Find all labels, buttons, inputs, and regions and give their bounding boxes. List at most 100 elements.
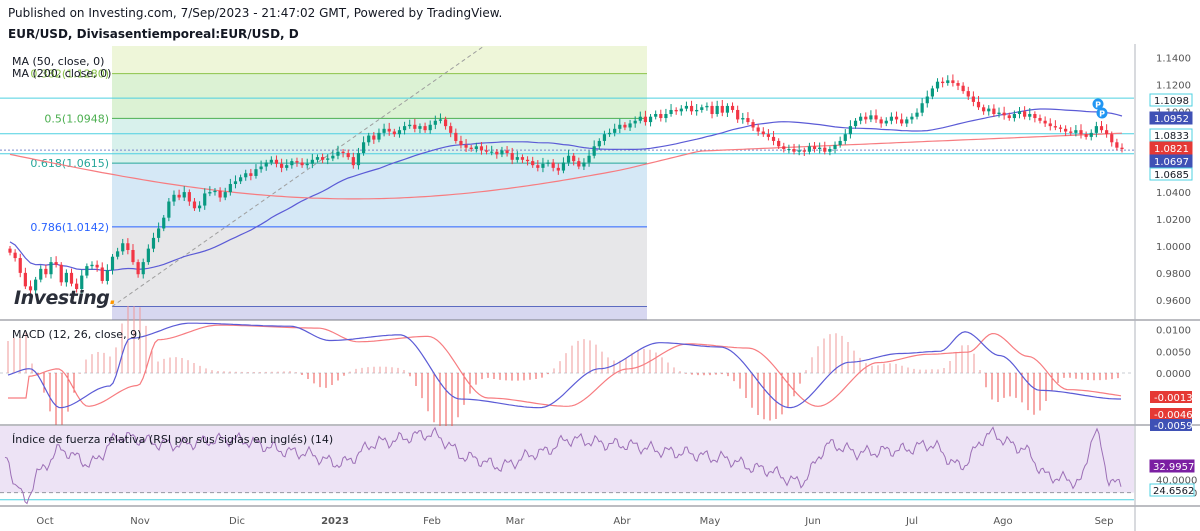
fib-level-label: 0.382(1.1280)	[30, 68, 109, 81]
candle-body	[90, 264, 94, 267]
candle	[1053, 120, 1057, 131]
candle-body	[889, 116, 894, 121]
candle-body	[75, 283, 79, 290]
candle	[310, 153, 314, 169]
candle	[18, 253, 22, 278]
candle	[720, 100, 724, 117]
candle	[459, 135, 463, 149]
candle-body	[710, 105, 714, 115]
candle-body	[346, 153, 350, 158]
time-tick-label: Ago	[993, 516, 1012, 527]
candle-body	[423, 126, 427, 131]
candle-body	[495, 151, 499, 155]
macd-legend[interactable]: MACD (12, 26, close, 9)	[12, 328, 142, 341]
candle	[510, 147, 514, 165]
candle-body	[705, 105, 709, 108]
price-value-text: 1.1098	[1154, 96, 1189, 107]
candle-body	[633, 120, 637, 124]
ma50-legend[interactable]: MA (50, close, 0)	[12, 55, 105, 68]
candle-body	[382, 128, 386, 133]
candle-body	[490, 151, 494, 153]
candle	[771, 130, 776, 146]
ma200-legend[interactable]: MA (200, close, 0)	[12, 67, 112, 80]
candle	[618, 118, 622, 134]
time-tick-label: Mar	[506, 516, 526, 527]
candle-body	[792, 149, 796, 152]
candle-body	[920, 103, 924, 113]
candle	[121, 238, 125, 255]
candle-body	[859, 116, 863, 121]
candle-body	[761, 131, 765, 135]
candle	[956, 80, 960, 91]
candle-body	[602, 134, 607, 141]
candle	[228, 178, 232, 196]
candle	[787, 144, 791, 154]
candle	[1110, 131, 1114, 147]
candle-body	[520, 157, 525, 160]
time-tick-label: Sep	[1095, 516, 1114, 527]
candle-body	[812, 146, 817, 150]
candle-body	[433, 120, 437, 125]
macd-tick-label: 0.0100	[1156, 326, 1191, 337]
candle-body	[1099, 126, 1104, 131]
candle	[141, 258, 145, 279]
candle	[689, 100, 694, 115]
candle-body	[751, 122, 755, 128]
candle-body	[679, 108, 683, 112]
time-tick-label: Jul	[905, 516, 918, 527]
candle-body	[1023, 111, 1027, 117]
candle	[187, 189, 191, 206]
candle-body	[479, 146, 484, 151]
candle	[469, 144, 473, 152]
candle-body	[438, 119, 443, 121]
candle	[736, 105, 740, 123]
candle-body	[408, 124, 412, 127]
candle-body	[85, 266, 89, 276]
candle	[792, 143, 796, 155]
candle-body	[397, 130, 402, 135]
macd-line	[7, 322, 1121, 409]
candle	[259, 160, 263, 173]
candle	[95, 260, 99, 272]
rsi-value-label: 32.9957	[1149, 459, 1195, 473]
candle-body	[18, 258, 22, 273]
candle-body	[561, 162, 566, 171]
candle	[874, 109, 878, 123]
candle	[941, 77, 945, 88]
candle	[997, 107, 1001, 118]
rsi-value-text: 24.6562	[1153, 486, 1194, 497]
candle-body	[464, 144, 468, 148]
candle-body	[157, 228, 161, 238]
macd-value-text: -0.0059	[1154, 421, 1193, 432]
candle-body	[418, 126, 422, 129]
candle	[725, 103, 730, 117]
candle	[23, 267, 27, 290]
candle-body	[8, 248, 12, 253]
candle	[900, 113, 904, 127]
price-value-label: 1.0685	[1149, 167, 1193, 181]
candle	[1064, 125, 1068, 136]
candle	[198, 201, 202, 212]
candle-body	[828, 149, 832, 152]
candle	[192, 198, 197, 211]
price-value-bg	[1149, 93, 1193, 107]
candle-body	[510, 153, 514, 160]
candle	[684, 101, 689, 112]
candle-body	[597, 140, 601, 147]
candle-body	[500, 150, 504, 155]
rsi-legend[interactable]: Índice de fuerza relativa (RSI por sus s…	[12, 433, 334, 446]
candle	[546, 159, 550, 167]
candle-body	[961, 85, 965, 92]
fib-zone-top	[112, 46, 647, 74]
candle-body	[336, 151, 340, 156]
candle	[920, 98, 924, 117]
candle	[894, 111, 899, 124]
candle	[64, 269, 68, 287]
candle-body	[930, 88, 934, 97]
candle	[905, 116, 909, 127]
candle-body	[894, 116, 899, 120]
candle	[136, 259, 140, 278]
candle	[428, 120, 432, 134]
candle	[925, 90, 929, 108]
